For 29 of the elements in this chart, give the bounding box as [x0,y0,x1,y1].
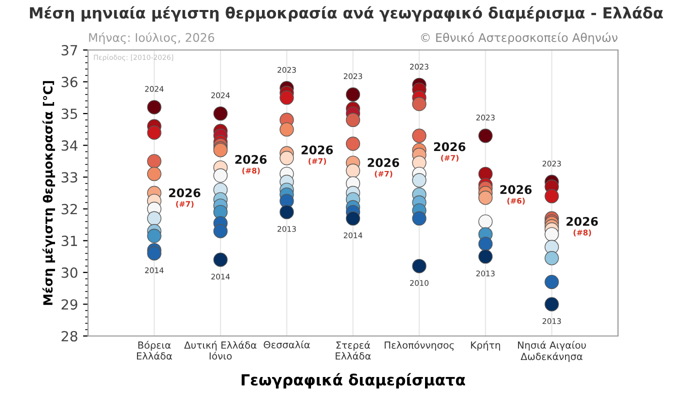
x-tick-label: Στερεά Ελλάδα [336,340,371,360]
annotation: 2026 [368,158,400,168]
y-tick-label: 37 [62,44,78,56]
annotation: 2026 [169,188,200,198]
y-tick-label: 29 [62,299,78,310]
text: © Εθνικό Αστεροσκοπείο Αθηνών [421,32,618,44]
x-tick-label: Θεσσαλία [264,340,310,348]
annotation: 2026 [302,145,333,154]
y-tick-label: 36 [62,76,78,88]
y-tick-label: 28 [62,330,78,342]
x-tick-label: Βόρεια Ελλάδα [136,340,172,360]
chart-title: Μέση μηνιαία μέγιστη θερμοκρασία ανά γεωγραφικό διαμέρισμα - Ελλάδα [30,6,663,22]
y-tick-label: 30 [62,267,78,278]
chart-subtitle: Μήνας: Ιούλιος, 2026 [89,32,214,44]
x-tick-label: Πελοπόννησος [384,340,454,351]
x-tick-label: Κρήτη [471,340,500,351]
x-tick-label: Νησιά Αιγαίου Δωδεκάνησα [518,340,586,362]
y-tick-label: 35 [62,108,78,120]
y-tick-label: 34 [62,140,78,151]
y-tick-label: 31 [62,236,77,246]
annotation: 2026 [500,185,532,194]
annotation: 2026 [434,142,466,152]
y-axis-title: Μέση μέγιστη θερμοκρασία [°C] [42,81,56,305]
y-tick-label: 32 [62,204,77,214]
annotation: 2026 [235,154,267,164]
x-axis-title: Γεωγραφικά διαμερίσματα [242,373,466,389]
y-tick-label: 33 [62,172,78,183]
annotation: 2026 [566,216,598,226]
x-tick-label: Δυτική Ελλάδα Ιόνιο [184,340,256,360]
